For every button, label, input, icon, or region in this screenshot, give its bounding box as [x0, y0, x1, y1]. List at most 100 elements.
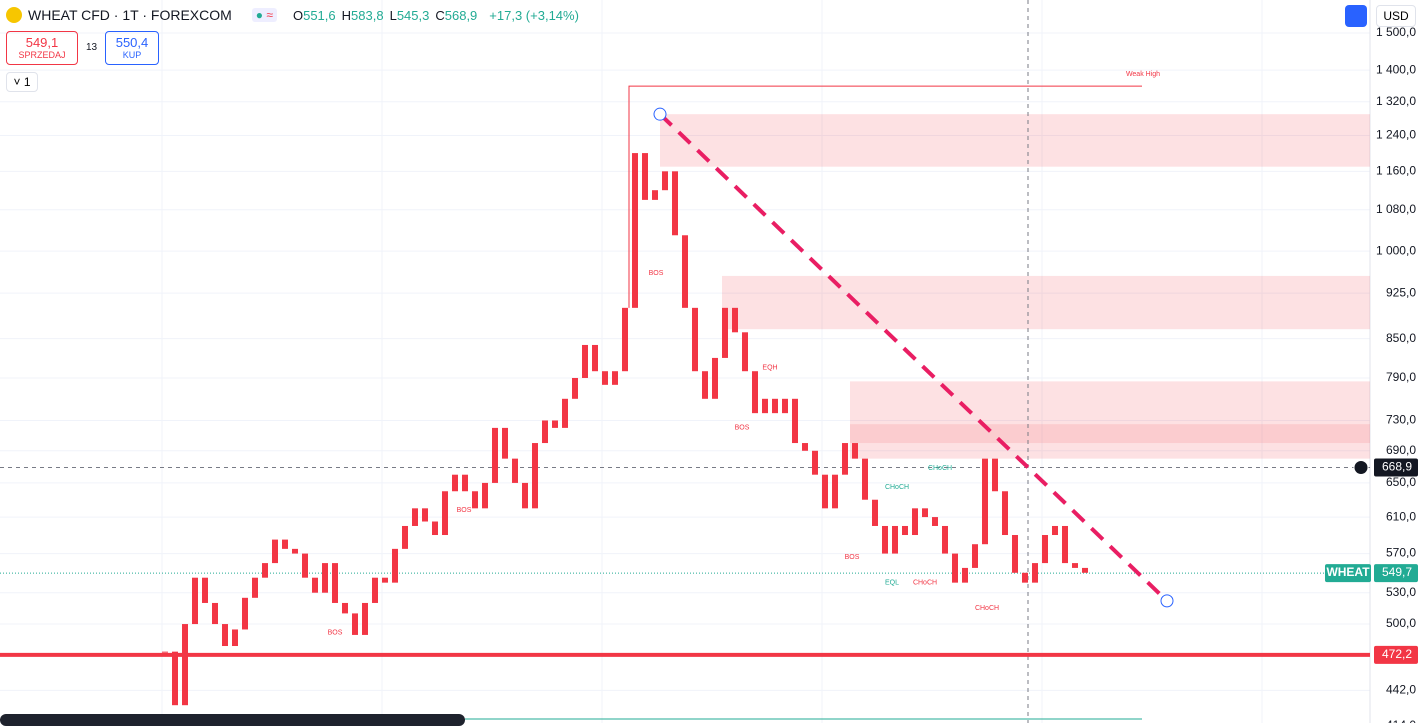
- candle: [832, 474, 838, 509]
- structure-label: CHoCH: [913, 579, 937, 586]
- candle: [392, 548, 398, 583]
- ohlc-label: O: [292, 7, 304, 23]
- last-price-tag-name: WHEAT: [1326, 565, 1370, 579]
- indicator-count: 1: [23, 75, 31, 89]
- candle: [472, 491, 478, 509]
- candle: [942, 525, 948, 554]
- candle: [262, 563, 268, 578]
- candle: [502, 427, 508, 459]
- currency-button[interactable]: USD: [1376, 5, 1416, 27]
- symbol[interactable]: WHEAT CFD · 1T · FOREXCOM: [28, 7, 232, 23]
- y-tick-label: 925,0: [1386, 285, 1416, 299]
- ohlc: O551,6 H583,8 L545,3 C568,9: [293, 8, 483, 23]
- candle: [702, 371, 708, 399]
- chart-button[interactable]: [1345, 5, 1367, 27]
- candle: [1082, 567, 1088, 573]
- sell-button[interactable]: 549,1 SPRZEDAJ: [6, 31, 78, 65]
- add-button: [1353, 459, 1369, 475]
- candle: [372, 577, 378, 603]
- candle: [772, 398, 778, 414]
- candle: [212, 602, 218, 625]
- y-tick-label: 442,0: [1386, 683, 1416, 697]
- structure-label: BOS: [845, 554, 860, 561]
- trend-handle: [653, 107, 667, 121]
- candle: [302, 553, 308, 578]
- buy-price: 550,4: [115, 35, 149, 50]
- ohlc-item: L545,3: [390, 8, 430, 23]
- y-tick-label: 790,0: [1386, 370, 1416, 384]
- candle: [1052, 525, 1058, 536]
- candle: [982, 458, 988, 545]
- support-tag-box: [1374, 645, 1418, 664]
- sell-price: 549,1: [25, 35, 59, 50]
- ohlc-item: H583,8: [342, 8, 384, 23]
- candle: [972, 544, 978, 568]
- support-tag-label: 472,2: [1382, 647, 1412, 661]
- candle: [582, 344, 588, 378]
- supply-zone: [850, 424, 1370, 444]
- candle: [1012, 535, 1018, 573]
- candle: [1022, 572, 1028, 583]
- candle: [192, 577, 198, 625]
- candle: [242, 597, 248, 630]
- y-tick-label: 500,0: [1386, 616, 1416, 630]
- candle: [432, 521, 438, 536]
- candle: [652, 190, 658, 200]
- structure-label: BOS: [457, 507, 472, 514]
- candle: [802, 443, 808, 451]
- supply-zone: [660, 114, 1370, 167]
- candle: [822, 474, 828, 509]
- candle: [932, 517, 938, 526]
- y-tick-label: 1 160,0: [1376, 163, 1416, 177]
- candle: [332, 563, 338, 603]
- y-tick-label: 1 000,0: [1376, 243, 1416, 257]
- candle: [402, 525, 408, 549]
- indicators-toggle[interactable]: ˅ 1: [6, 72, 38, 92]
- candle: [232, 629, 238, 647]
- candle: [572, 377, 578, 399]
- candle: [732, 307, 738, 333]
- ohlc-value: 551,6: [303, 7, 336, 23]
- change: +17,3 (+3,14%): [489, 7, 579, 23]
- buy-button[interactable]: 550,4 KUP: [105, 31, 159, 65]
- sell-label: SPRZEDAJ: [18, 50, 66, 60]
- trend-line: [658, 112, 1169, 603]
- candle: [632, 153, 638, 308]
- candle: [842, 443, 848, 475]
- candle: [512, 458, 518, 483]
- weak-high-label: Weak High: [1126, 71, 1160, 78]
- candle: [1042, 535, 1048, 564]
- y-tick-label: 650,0: [1386, 475, 1416, 489]
- toolbar: [0, 714, 465, 726]
- candle: [922, 508, 928, 518]
- candle: [482, 482, 488, 509]
- weak-high-line: [628, 85, 1142, 308]
- y-tick-label: 690,0: [1386, 443, 1416, 457]
- candle: [1032, 563, 1038, 583]
- candle: [1002, 491, 1008, 536]
- candle: [902, 525, 908, 536]
- ohlc-value: 568,9: [444, 7, 478, 23]
- y-tick-label: 1 400,0: [1376, 62, 1416, 76]
- structure-label: BOS: [328, 630, 343, 637]
- candle: [722, 307, 728, 358]
- candle: [662, 171, 668, 191]
- candle: [912, 508, 918, 536]
- candle: [182, 624, 188, 706]
- spread: 13: [86, 42, 98, 53]
- candle: [252, 577, 258, 598]
- ohlc-value: 545,3: [396, 7, 430, 23]
- candle: [412, 508, 418, 526]
- candle: [272, 539, 278, 564]
- trend-handle: [1160, 594, 1174, 608]
- candle: [742, 332, 748, 372]
- status: ● ≈: [251, 8, 277, 22]
- candle: [692, 307, 698, 372]
- candle: [542, 420, 548, 444]
- ohlc-label: C: [435, 7, 445, 23]
- structure-label: CHoCH: [975, 605, 999, 612]
- candle: [282, 539, 288, 549]
- candle: [522, 482, 528, 509]
- buy-label: KUP: [122, 50, 142, 60]
